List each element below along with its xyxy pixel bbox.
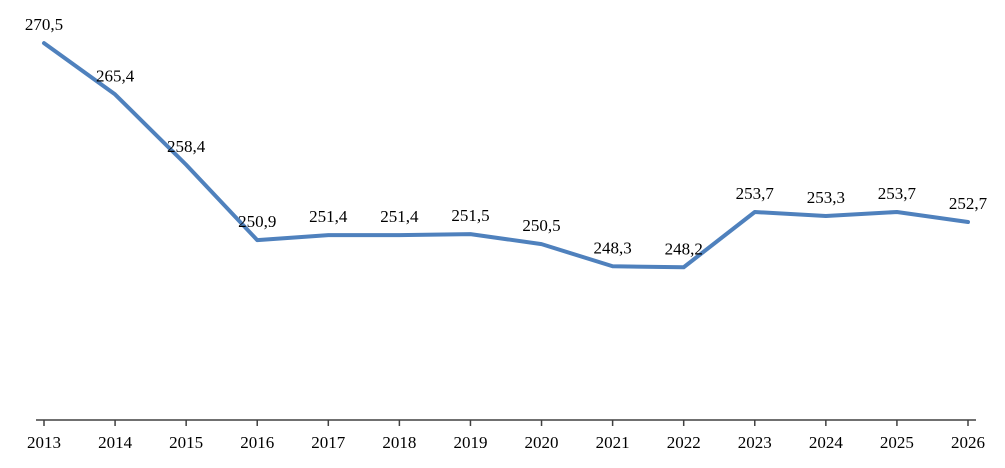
data-label: 253,7	[878, 184, 917, 203]
data-label: 250,5	[522, 216, 560, 235]
x-tick-label: 2021	[596, 433, 630, 452]
data-label: 251,4	[380, 207, 419, 226]
data-label: 270,5	[25, 15, 63, 34]
data-label: 253,7	[736, 184, 775, 203]
data-label: 250,9	[238, 212, 276, 231]
data-label: 265,4	[96, 66, 135, 85]
data-label: 253,3	[807, 188, 845, 207]
series-line	[42, 41, 970, 270]
x-tick-label: 2025	[880, 433, 914, 452]
data-label: 258,4	[167, 137, 206, 156]
x-tick-label: 2022	[667, 433, 701, 452]
x-tick-label: 2016	[240, 433, 274, 452]
x-tick-label: 2014	[98, 433, 133, 452]
x-tick-label: 2026	[951, 433, 985, 452]
data-label: 248,2	[665, 239, 703, 258]
x-tick-label: 2017	[311, 433, 346, 452]
data-label: 252,7	[949, 194, 988, 213]
data-label: 251,4	[309, 207, 348, 226]
x-tick-label: 2013	[27, 433, 61, 452]
x-tick-label: 2019	[453, 433, 487, 452]
x-tick-label: 2018	[382, 433, 416, 452]
x-tick-label: 2023	[738, 433, 772, 452]
data-label: 248,3	[593, 238, 631, 257]
x-tick-label: 2015	[169, 433, 203, 452]
x-tick-label: 2024	[809, 433, 844, 452]
x-tick-label: 2020	[525, 433, 559, 452]
data-label: 251,5	[451, 206, 489, 225]
